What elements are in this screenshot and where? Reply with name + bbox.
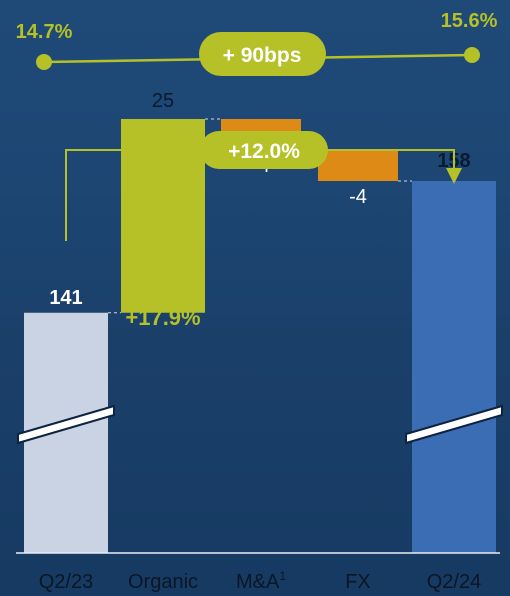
- margin-end-dot: [464, 47, 480, 63]
- growth-bracket-arrowhead: [446, 168, 462, 184]
- margin-change-pill: [199, 32, 326, 76]
- value-label: 25: [152, 90, 174, 112]
- margin-change-label: + 90bps: [223, 44, 302, 67]
- category-superscript: 1: [279, 569, 286, 583]
- value-label: -4: [349, 186, 367, 208]
- axis-break-mark: [17, 404, 115, 445]
- axis-break-mark: [405, 404, 503, 445]
- category-label: Q2/23: [39, 571, 93, 593]
- chart-marks: Q2/23OrganicM&A1FXQ2/2414125-4-4158+17.9…: [16, 10, 503, 593]
- bar-organic: [121, 119, 205, 313]
- total-growth-label: +12.0%: [228, 140, 300, 163]
- bar-q2-24: [412, 181, 496, 553]
- category-label: M&A1: [236, 569, 286, 593]
- category-label: FX: [345, 571, 371, 593]
- margin-start-dot: [36, 54, 52, 70]
- bar-fx: [318, 150, 398, 181]
- margin-end-label: 15.6%: [441, 10, 498, 32]
- value-label: 141: [49, 287, 82, 309]
- margin-start-label: 14.7%: [16, 21, 73, 43]
- growth-pill: [200, 131, 328, 169]
- organic-growth-label: +17.9%: [125, 305, 200, 330]
- category-label: Q2/24: [427, 571, 481, 593]
- category-label: Organic: [128, 571, 198, 593]
